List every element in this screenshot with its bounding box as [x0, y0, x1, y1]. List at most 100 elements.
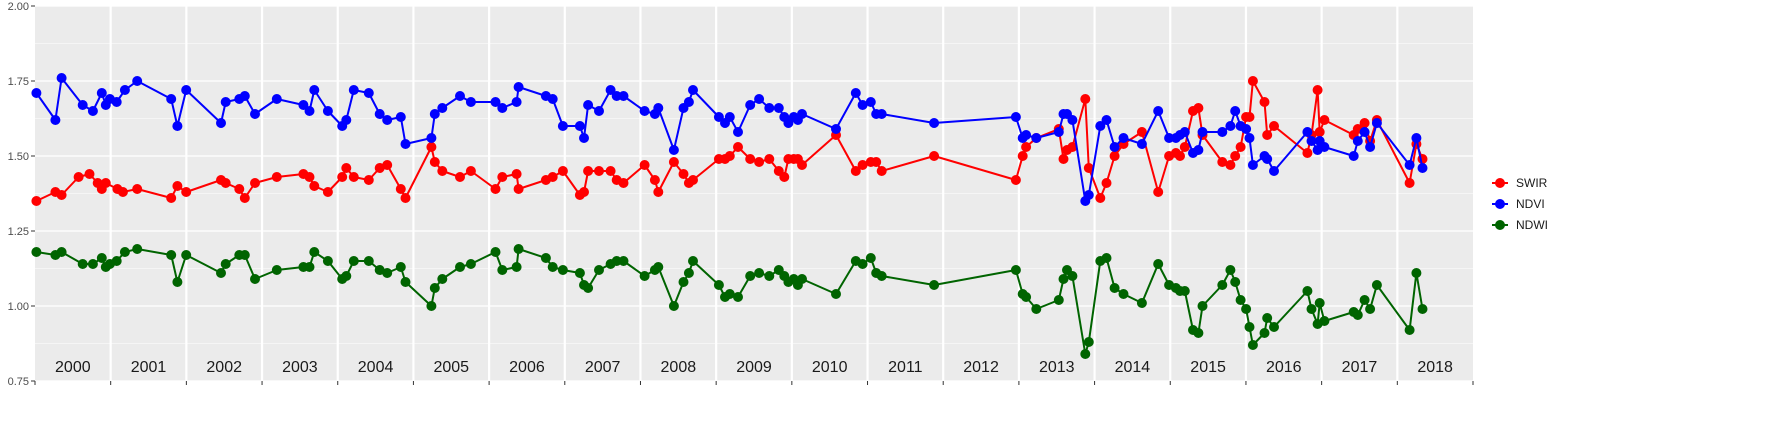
- data-point-swir: [395, 184, 406, 194]
- year-label: 2003: [282, 359, 318, 376]
- data-point-ndvi: [250, 109, 260, 119]
- data-point-swir: [455, 172, 465, 182]
- data-point-ndvi: [605, 85, 616, 95]
- data-point-swir: [1109, 151, 1120, 161]
- data-point-ndwi: [309, 247, 320, 257]
- data-point-swir: [304, 172, 315, 182]
- data-point-swir: [1193, 103, 1204, 113]
- data-point-swir: [1153, 187, 1164, 197]
- data-point-ndwi: [382, 268, 393, 278]
- data-point-ndwi: [797, 274, 807, 284]
- data-point-ndvi: [1247, 160, 1258, 170]
- data-point-ndvi: [668, 145, 679, 155]
- data-point-ndwi: [831, 289, 841, 299]
- data-point-ndvi: [547, 94, 558, 104]
- data-point-swir: [166, 193, 177, 203]
- data-point-ndvi: [574, 121, 585, 131]
- data-point-ndvi: [579, 133, 589, 143]
- y-tick-label: 1.75: [8, 76, 29, 88]
- data-point-ndwi: [1247, 340, 1258, 350]
- data-point-swir: [220, 178, 231, 188]
- data-point-ndvi: [271, 94, 282, 104]
- data-point-ndvi: [1031, 133, 1042, 143]
- data-point-ndwi: [395, 262, 406, 272]
- data-point-ndwi: [1225, 265, 1236, 275]
- data-point-ndwi: [1083, 337, 1094, 347]
- data-point-swir: [1235, 142, 1246, 152]
- data-point-ndvi: [513, 82, 524, 92]
- data-point-swir: [1314, 127, 1325, 137]
- data-point-ndvi: [111, 97, 122, 107]
- data-point-ndwi: [455, 262, 465, 272]
- y-tick-label: 1.50: [8, 151, 29, 163]
- data-point-swir: [724, 151, 735, 161]
- data-point-ndwi: [1101, 253, 1112, 263]
- data-point-ndvi: [639, 106, 650, 116]
- data-point-swir: [871, 157, 882, 167]
- year-label: 2016: [1266, 359, 1302, 376]
- legend-label: NDWI: [1516, 218, 1548, 232]
- data-point-ndwi: [465, 259, 476, 269]
- data-point-ndvi: [239, 91, 250, 101]
- data-point-swir: [649, 175, 660, 185]
- data-point-swir: [876, 166, 887, 176]
- data-point-swir: [579, 187, 589, 197]
- data-point-ndwi: [594, 265, 604, 275]
- data-point-swir: [1179, 142, 1190, 152]
- data-point-ndwi: [1262, 313, 1273, 323]
- data-point-swir: [309, 181, 320, 191]
- data-point-ndvi: [511, 97, 522, 107]
- data-point-ndvi: [583, 100, 594, 110]
- data-point-swir: [322, 187, 333, 197]
- data-point-swir: [511, 169, 522, 179]
- data-point-ndvi: [1179, 127, 1190, 137]
- data-point-ndvi: [1352, 136, 1363, 146]
- legend: SWIR NDVI NDWI: [1492, 176, 1548, 232]
- data-point-swir: [513, 184, 524, 194]
- data-point-ndvi: [304, 106, 315, 116]
- data-point-ndwi: [583, 283, 594, 293]
- data-point-swir: [1021, 142, 1032, 152]
- data-point-ndwi: [181, 250, 192, 260]
- legend-label: SWIR: [1516, 176, 1548, 190]
- data-point-swir: [382, 160, 393, 170]
- data-point-swir: [172, 181, 183, 191]
- data-point-swir: [745, 154, 756, 164]
- data-point-swir: [1269, 121, 1279, 131]
- data-point-swir: [668, 157, 679, 167]
- data-point-ndwi: [1058, 274, 1069, 284]
- data-point-ndvi: [455, 91, 465, 101]
- data-point-ndvi: [181, 85, 192, 95]
- data-point-ndwi: [653, 262, 664, 272]
- data-point-ndvi: [929, 118, 940, 128]
- data-point-swir: [84, 169, 95, 179]
- data-point-swir: [271, 172, 282, 182]
- data-point-swir: [1080, 94, 1091, 104]
- y-tick-label: 2.00: [8, 1, 29, 13]
- data-point-ndvi: [1153, 106, 1164, 116]
- data-point-ndvi: [1359, 127, 1370, 137]
- data-point-ndwi: [1411, 268, 1422, 278]
- data-point-ndwi: [1153, 259, 1164, 269]
- data-point-swir: [1217, 157, 1228, 167]
- data-point-ndvi: [341, 115, 352, 125]
- data-point-ndwi: [1053, 295, 1064, 305]
- data-point-swir: [132, 184, 143, 194]
- data-point-ndvi: [298, 100, 309, 110]
- data-point-swir: [678, 169, 689, 179]
- data-point-ndvi: [1306, 136, 1317, 146]
- data-point-ndvi: [1118, 133, 1129, 143]
- data-point-ndwi: [547, 262, 558, 272]
- data-point-swir: [1312, 85, 1323, 95]
- data-point-swir: [426, 142, 437, 152]
- y-tick-label: 1.00: [8, 301, 29, 313]
- data-point-swir: [605, 166, 616, 176]
- data-point-swir: [1067, 142, 1078, 152]
- data-point-ndwi: [31, 247, 42, 257]
- data-point-ndvi: [1101, 115, 1112, 125]
- year-label: 2000: [55, 359, 91, 376]
- data-point-ndwi: [119, 247, 130, 257]
- data-point-ndwi: [497, 265, 508, 275]
- year-label: 2012: [963, 359, 999, 376]
